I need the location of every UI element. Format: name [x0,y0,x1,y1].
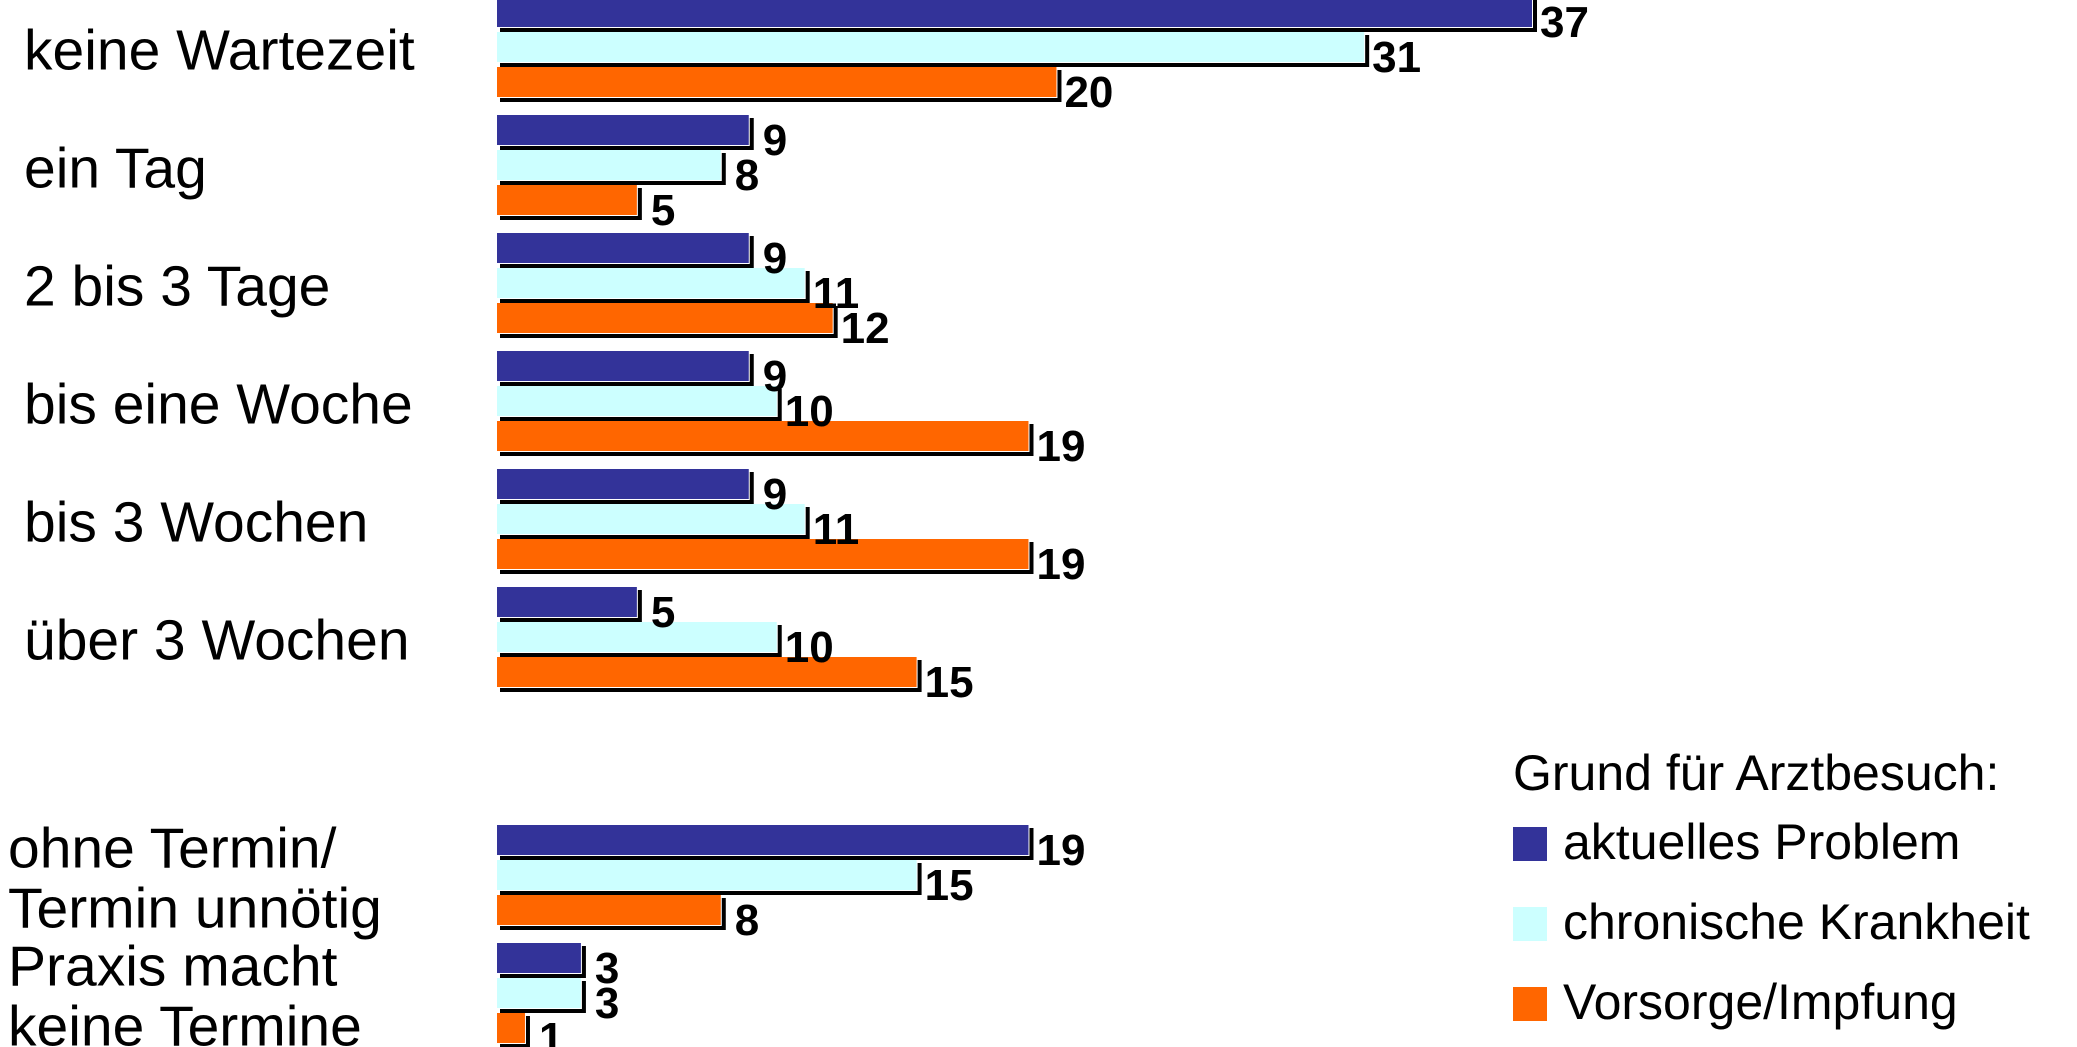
value-label-vorsorge-impfung-4: 19 [1036,422,1085,471]
bar-chronische-krankheit-6 [497,622,777,652]
bar-shadow-chronische-krankheit-8 [500,981,586,1013]
legend-title: Grund für Arztbesuch: [1513,745,1999,801]
bar-shadow-aktuelles-problem-3 [500,236,754,268]
bar-shadow-chronische-krankheit-2 [500,153,726,185]
bar-shadow-chronische-krankheit-4 [500,389,782,421]
bar-chronische-krankheit-5 [497,504,805,534]
value-label-chronische-krankheit-4: 10 [785,387,834,436]
bar-chronische-krankheit-2 [497,150,721,180]
value-label-chronische-krankheit-2: 8 [735,151,759,200]
value-label-aktuelles-problem-7: 19 [1036,826,1085,875]
bars-layer [497,0,1537,1047]
category-label-keine-wartezeit: keine Wartezeit [24,19,415,83]
value-label-chronische-krankheit-7: 15 [925,861,974,910]
value-label-chronische-krankheit-8: 3 [595,979,619,1028]
legend: Grund für Arztbesuch: aktuelles Problem c… [1513,745,2030,1030]
legend-swatch-aktuelles-problem [1513,827,1547,861]
bar-shadow-aktuelles-problem-8 [500,946,586,978]
bar-shadow-vorsorge-impfung-6 [500,660,922,692]
bar-shadow-vorsorge-impfung-5 [500,542,1034,574]
bar-shadow-vorsorge-impfung-2 [500,188,642,220]
category-label-bis-3-wochen: bis 3 Wochen [24,491,368,555]
bar-shadow-chronische-krankheit-7 [500,863,922,895]
value-label-aktuelles-problem-6: 5 [651,588,675,637]
value-label-chronische-krankheit-6: 10 [785,623,834,672]
value-label-vorsorge-impfung-1: 20 [1064,68,1113,117]
bar-shadow-vorsorge-impfung-3 [500,306,838,338]
bar-vorsorge-impfung-2 [497,185,637,215]
category-label-2-bis-3-tage: 2 bis 3 Tage [24,255,330,319]
category-label-praxis-macht: Praxis macht [8,935,338,999]
bar-shadow-aktuelles-problem-7 [500,828,1034,860]
bar-chronische-krankheit-4 [497,386,777,416]
bar-vorsorge-impfung-5 [497,539,1029,569]
bar-shadow-chronische-krankheit-5 [500,507,810,539]
bar-vorsorge-impfung-8 [497,1013,525,1043]
bar-chronische-krankheit-7 [497,860,917,890]
value-label-vorsorge-impfung-8: 1 [539,1014,563,1047]
bar-shadow-vorsorge-impfung-1 [500,70,1062,102]
bar-shadow-aktuelles-problem-5 [500,472,754,504]
bar-aktuelles-problem-8 [497,943,581,973]
bar-vorsorge-impfung-4 [497,421,1029,451]
value-label-vorsorge-impfung-2: 5 [651,186,675,235]
value-label-vorsorge-impfung-5: 19 [1036,540,1085,589]
category-label-ein-tag: ein Tag [24,137,207,201]
bar-shadow-aktuelles-problem-4 [500,354,754,386]
value-label-aktuelles-problem-1: 37 [1540,0,1589,47]
value-label-vorsorge-impfung-3: 12 [841,304,890,353]
legend-label-aktuelles-problem: aktuelles Problem [1563,814,1960,870]
bar-vorsorge-impfung-3 [497,303,833,333]
category-label-ueber-3-wochen: über 3 Wochen [24,609,410,673]
category-label-ohne-termin: ohne Termin/ [8,817,337,881]
bar-chronische-krankheit-1 [497,32,1365,62]
bar-chronische-krankheit-3 [497,268,805,298]
bar-shadow-vorsorge-impfung-4 [500,424,1034,456]
legend-swatch-vorsorge-impfung [1513,987,1547,1021]
category-label-bis-eine-woche: bis eine Woche [24,373,413,437]
bar-shadow-aktuelles-problem-2 [500,118,754,150]
bar-aktuelles-problem-5 [497,469,749,499]
bar-shadow-vorsorge-impfung-7 [500,898,726,930]
bar-chronische-krankheit-8 [497,978,581,1008]
bar-shadow-aktuelles-problem-1 [500,0,1537,32]
value-label-aktuelles-problem-3: 9 [763,234,787,283]
bar-aktuelles-problem-3 [497,233,749,263]
bar-aktuelles-problem-4 [497,351,749,381]
bar-aktuelles-problem-7 [497,825,1029,855]
bar-shadow-chronische-krankheit-1 [500,35,1370,67]
value-label-aktuelles-problem-5: 9 [763,470,787,519]
bar-vorsorge-impfung-1 [497,67,1057,97]
legend-label-chronische-krankheit: chronische Krankheit [1563,894,2030,950]
value-label-chronische-krankheit-3: 11 [813,269,860,318]
value-label-vorsorge-impfung-7: 8 [735,896,759,945]
bar-aktuelles-problem-2 [497,115,749,145]
legend-swatch-chronische-krankheit [1513,907,1547,941]
value-label-chronische-krankheit-5: 11 [813,505,860,554]
bar-vorsorge-impfung-6 [497,657,917,687]
value-label-aktuelles-problem-8: 3 [595,944,619,993]
value-label-aktuelles-problem-2: 9 [763,116,787,165]
bar-shadow-vorsorge-impfung-8 [500,1016,530,1047]
value-label-aktuelles-problem-4: 9 [763,352,787,401]
category-label-termin-unnoetig: Termin unnötig [8,877,382,941]
bar-aktuelles-problem-6 [497,587,637,617]
legend-label-vorsorge-impfung: Vorsorge/Impfung [1563,974,1958,1030]
bar-aktuelles-problem-1 [497,0,1532,27]
bar-shadow-chronische-krankheit-6 [500,625,782,657]
value-label-chronische-krankheit-1: 31 [1372,33,1421,82]
category-label-keine-termine: keine Termine [8,995,362,1047]
bar-vorsorge-impfung-7 [497,895,721,925]
bar-shadow-chronische-krankheit-3 [500,271,810,303]
value-label-vorsorge-impfung-6: 15 [925,658,974,707]
bar-shadow-aktuelles-problem-6 [500,590,642,622]
